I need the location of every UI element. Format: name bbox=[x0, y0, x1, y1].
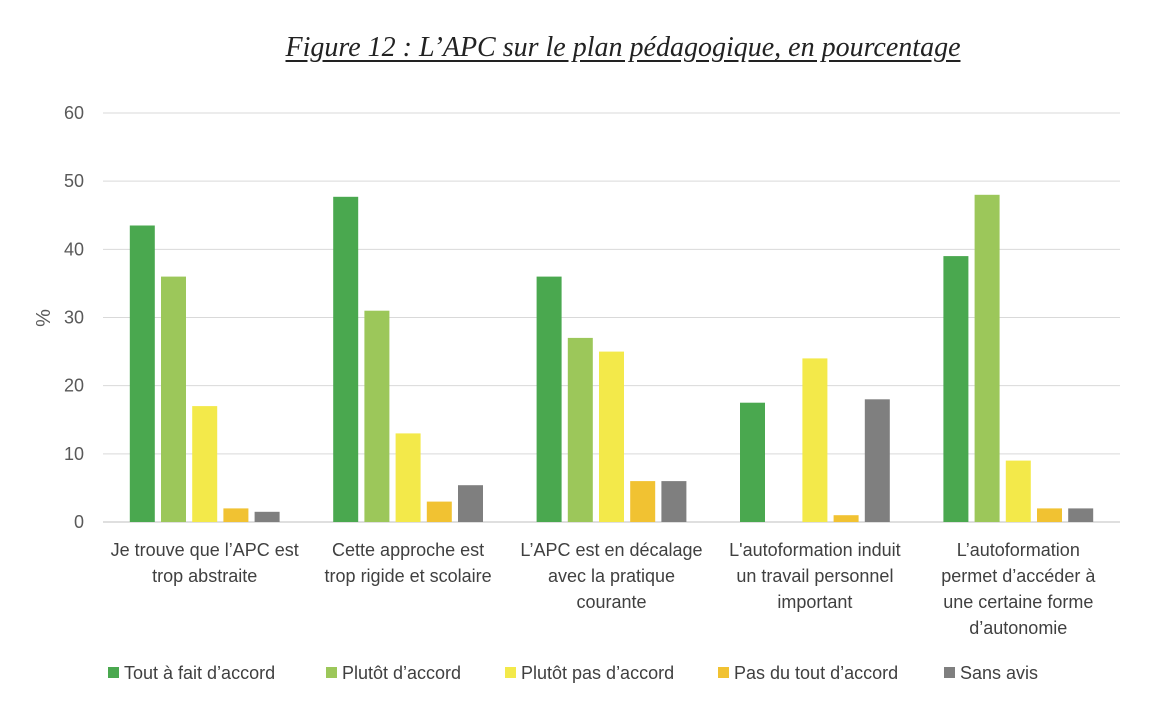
bar bbox=[974, 194, 1000, 523]
bars bbox=[129, 194, 1094, 523]
legend-label: Plutôt d’accord bbox=[342, 663, 461, 683]
bar bbox=[599, 351, 624, 522]
y-tick-label: 30 bbox=[64, 308, 84, 328]
chart-title: Figure 12 : L’APC sur le plan pédagogiqu… bbox=[285, 32, 961, 63]
bar bbox=[943, 256, 969, 522]
bar bbox=[1037, 508, 1062, 522]
y-axis-label: % bbox=[33, 309, 55, 327]
bar bbox=[567, 337, 593, 522]
legend-swatch bbox=[944, 667, 955, 678]
bar bbox=[364, 310, 390, 522]
x-category-label: L'autoformation induit un travail personn… bbox=[729, 540, 901, 612]
legend-swatch bbox=[326, 667, 337, 678]
legend-item: Plutôt pas d’accord bbox=[505, 663, 674, 683]
legend-label: Plutôt pas d’accord bbox=[521, 663, 674, 683]
bar bbox=[630, 481, 656, 522]
x-category-label: Cette approche est trop rigide et scolair… bbox=[325, 540, 492, 586]
y-tick-label: 10 bbox=[64, 444, 84, 464]
bar bbox=[833, 515, 859, 522]
x-category-label: L’APC est en décalage avec la pratique cou… bbox=[520, 540, 702, 612]
legend: Tout à fait d’accord Plutôt d’accord Plutô… bbox=[108, 663, 1038, 683]
bar bbox=[223, 508, 249, 522]
legend-item: Pas du tout d’accord bbox=[718, 663, 898, 683]
category-labels: Je trouve que l’APC est trop abstraite Cet… bbox=[111, 540, 1097, 638]
bar bbox=[1005, 460, 1031, 522]
y-tick-label: 40 bbox=[64, 239, 84, 259]
bar bbox=[254, 511, 280, 522]
bar bbox=[129, 225, 155, 522]
bar bbox=[1068, 508, 1094, 522]
x-category-label: L’autoformation permet d’accéder à une cer… bbox=[941, 540, 1096, 638]
legend-swatch bbox=[108, 667, 119, 678]
bar bbox=[426, 501, 452, 522]
y-tick-labels: 0 10 20 30 40 50 60 bbox=[64, 103, 84, 532]
legend-item: Plutôt d’accord bbox=[326, 663, 461, 683]
y-tick-label: 20 bbox=[64, 376, 84, 396]
legend-item: Tout à fait d’accord bbox=[108, 663, 275, 683]
bar bbox=[395, 433, 421, 522]
y-tick-label: 60 bbox=[64, 103, 84, 123]
legend-label: Sans avis bbox=[960, 663, 1038, 683]
bar bbox=[740, 402, 765, 522]
bar bbox=[192, 406, 218, 522]
bar bbox=[161, 276, 186, 522]
legend-swatch bbox=[718, 667, 729, 678]
legend-item: Sans avis bbox=[944, 663, 1038, 683]
bar bbox=[802, 358, 828, 522]
legend-label: Pas du tout d’accord bbox=[734, 663, 898, 683]
bar bbox=[458, 485, 483, 522]
legend-swatch bbox=[505, 667, 516, 678]
legend-label: Tout à fait d’accord bbox=[124, 663, 275, 683]
bar bbox=[661, 481, 687, 522]
bar bbox=[333, 196, 359, 523]
x-category-label: Je trouve que l’APC est trop abstraite bbox=[111, 540, 299, 586]
bar bbox=[864, 399, 890, 522]
bar bbox=[536, 276, 562, 522]
y-tick-label: 0 bbox=[74, 512, 84, 532]
y-tick-label: 50 bbox=[64, 171, 84, 191]
